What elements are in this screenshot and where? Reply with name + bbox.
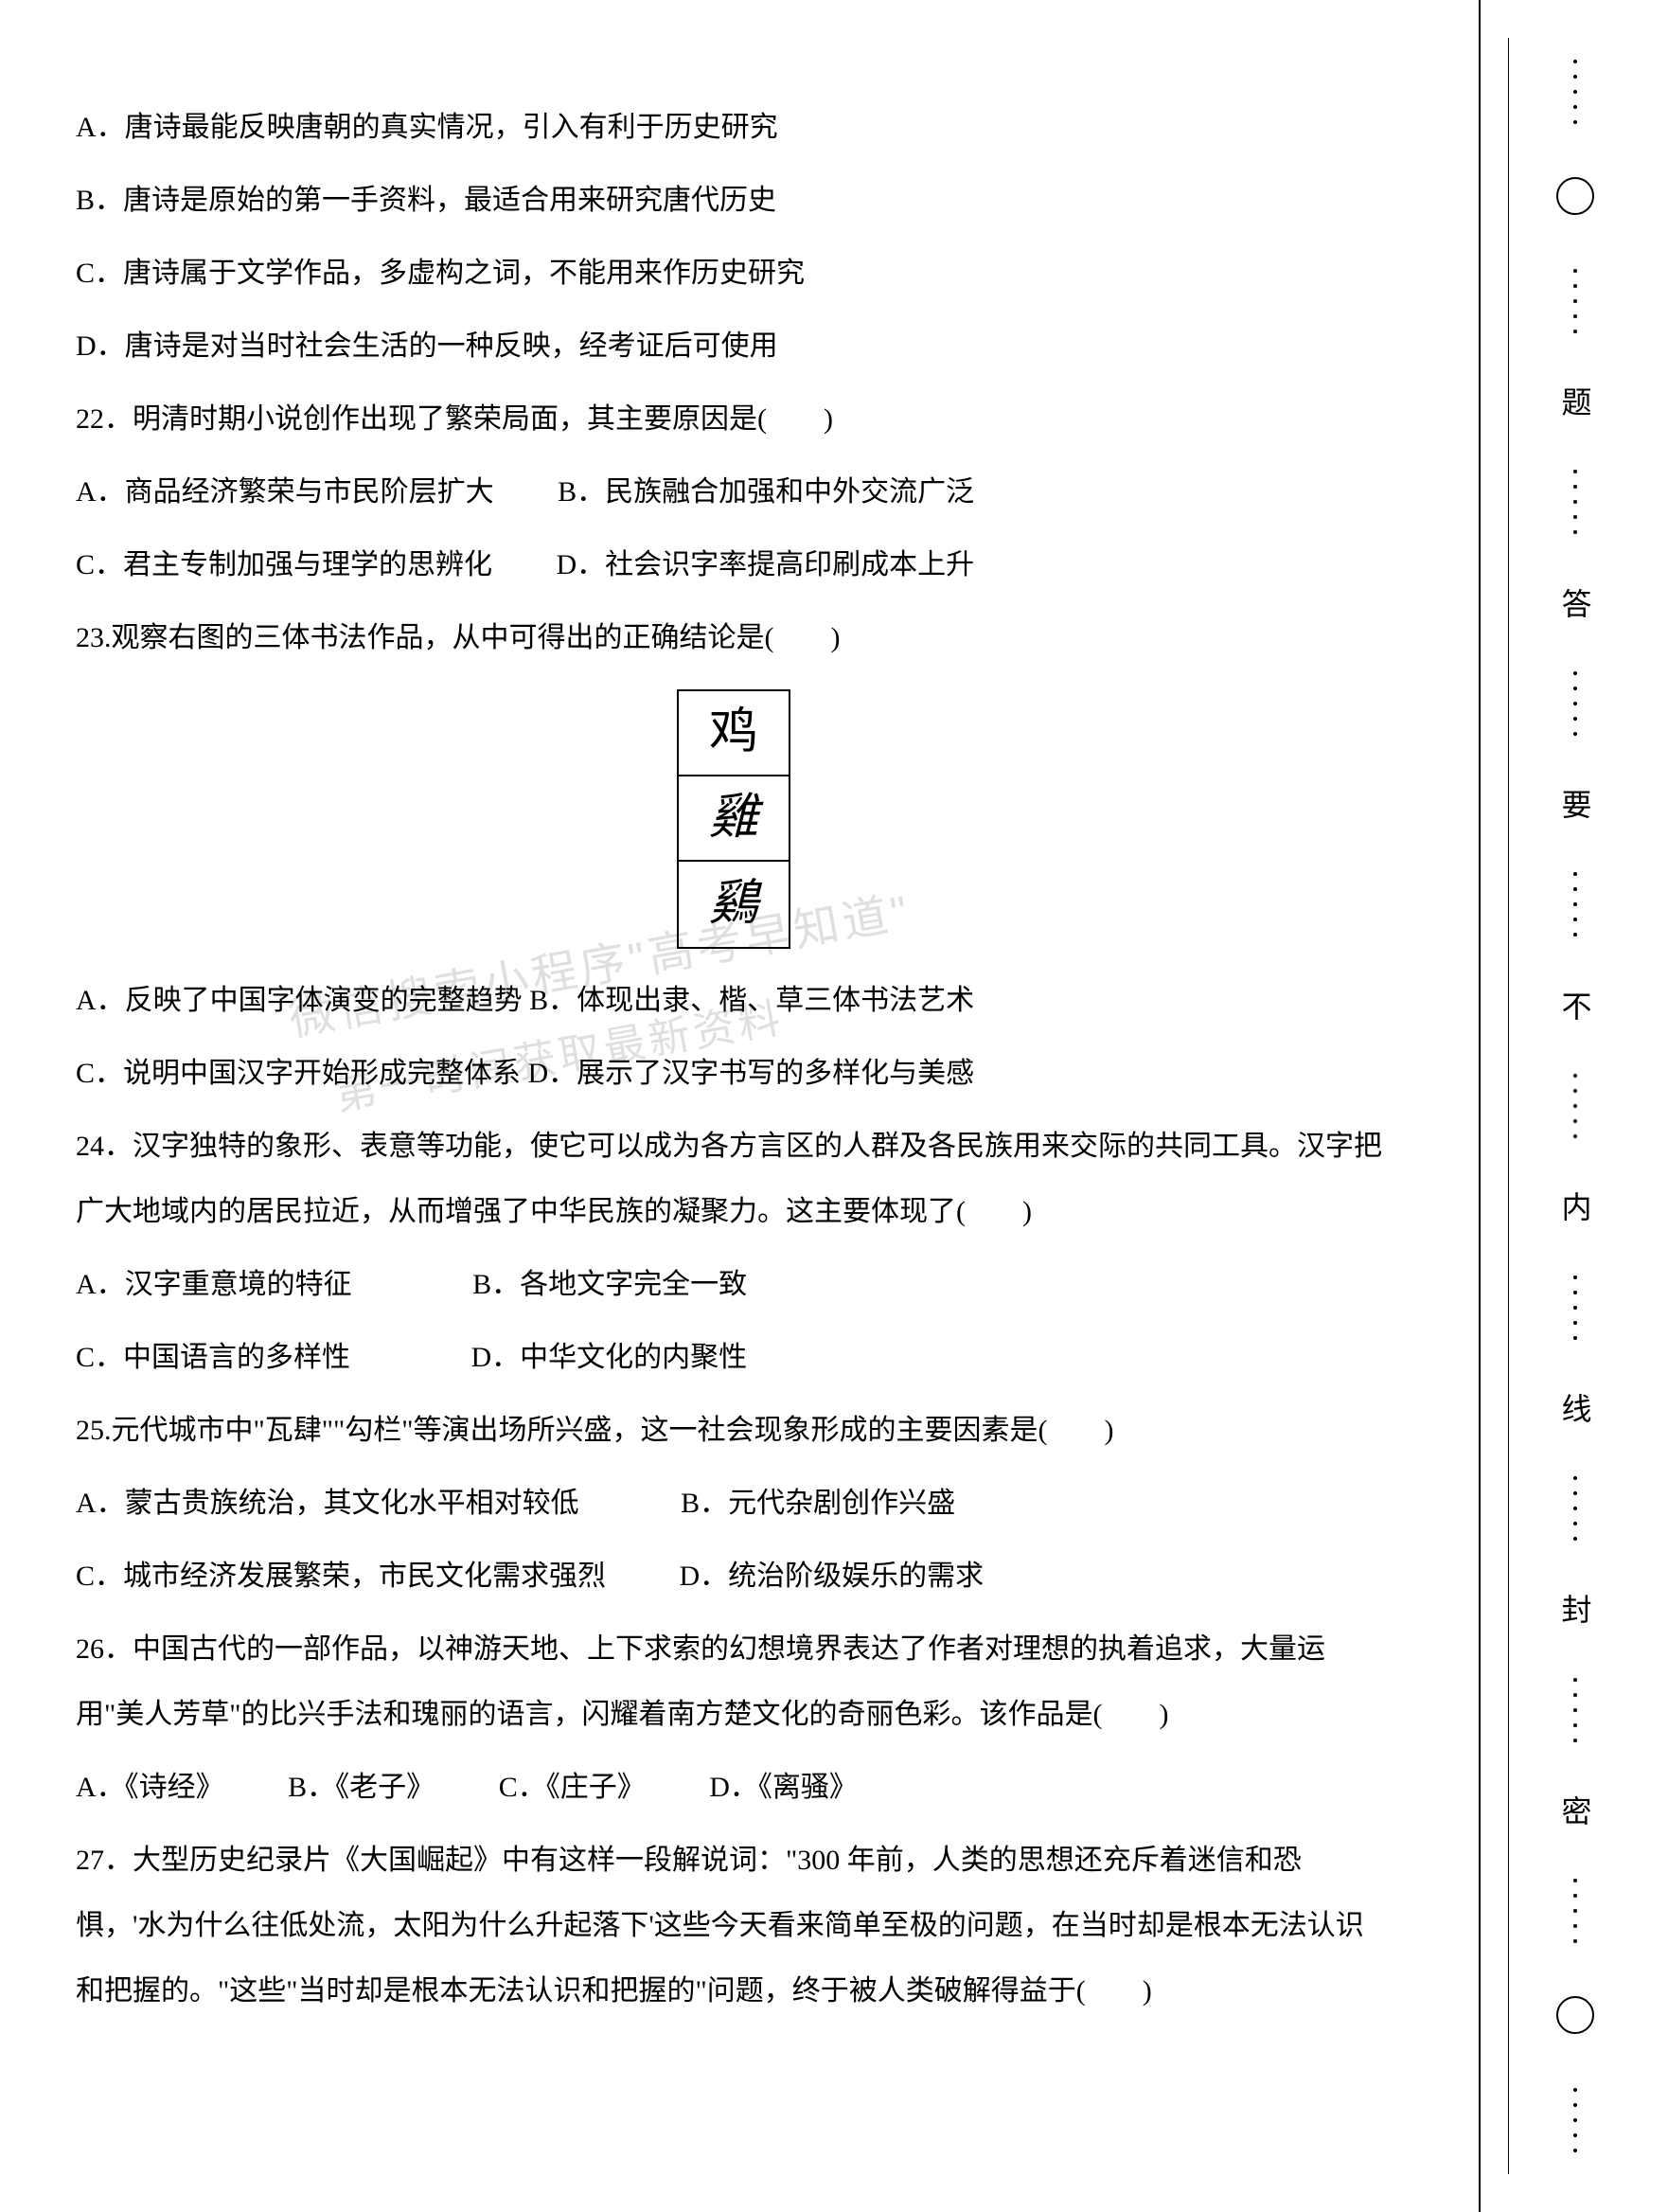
q24-option-b: B．各地文字完全一致 <box>472 1252 747 1317</box>
sidebar-char-4: 不 <box>1553 990 1597 1021</box>
q22-options-row1: A．商品经济繁荣与市民阶层扩大 B．民族融合加强和中外交流广泛 <box>76 459 1392 525</box>
q25-stem: 25.元代城市中"瓦肆""勾栏"等演出场所兴盛，这一社会现象形成的主要因素是( … <box>76 1398 1392 1463</box>
sidebar-char-3: 要 <box>1553 789 1597 819</box>
q23-options-row1: A．反映了中国字体演变的完整趋势 B．体现出隶、楷、草三体书法艺术 <box>76 968 1392 1033</box>
dots-6 <box>1573 1275 1577 1340</box>
q22-options-row2: C．君主专制加强与理学的思辨化 D．社会识字率提高印刷成本上升 <box>76 532 1392 598</box>
q24-option-a: A．汉字重意境的特征 <box>76 1252 352 1317</box>
sidebar-char-1: 题 <box>1553 386 1597 417</box>
sidebar-inner: 题 答 要 不 内 线 封 密 <box>1508 38 1641 2174</box>
dots-4 <box>1573 872 1577 937</box>
q24-stem: 24．汉字独特的象形、表意等功能，使它可以成为各方言区的人群及各民族用来交际的共… <box>76 1114 1392 1244</box>
q25-option-a: A．蒙古贵族统治，其文化水平相对较低 <box>76 1471 579 1536</box>
dots-1 <box>1573 269 1577 333</box>
calligraphy-image: 鸡 雞 鷄 <box>677 689 790 949</box>
dots-top <box>1573 60 1577 124</box>
dots-3 <box>1573 671 1577 736</box>
q24-option-c: C．中国语言的多样性 <box>76 1325 350 1390</box>
page-content: A．唐诗最能反映唐朝的真实情况，引入有利于历史研究 B．唐诗是原始的第一手资料，… <box>0 0 1467 2069</box>
q26-option-a: A．《诗经》 <box>76 1755 224 1820</box>
sidebar-char-6: 线 <box>1553 1393 1597 1423</box>
sidebar-char-7: 封 <box>1553 1594 1597 1624</box>
dots-2 <box>1573 470 1577 534</box>
q25-option-b: B．元代杂剧创作兴盛 <box>681 1471 955 1536</box>
answer-sheet-sidebar: 题 答 要 不 内 线 封 密 <box>1479 0 1668 2212</box>
q22-option-c: C．君主专制加强与理学的思辨化 <box>76 532 492 598</box>
dots-8 <box>1573 1678 1577 1742</box>
q22-option-a: A．商品经济繁荣与市民阶层扩大 <box>76 459 494 525</box>
dots-bottom <box>1573 2088 1577 2152</box>
q22-option-b: B．民族融合加强和中外交流广泛 <box>558 459 974 525</box>
q23-option-d: D．展示了汉字书写的多样化与美感 <box>528 1058 975 1089</box>
q23-stem: 23.观察右图的三体书法作品，从中可得出的正确结论是( ) <box>76 605 1392 670</box>
sidebar-char-2: 答 <box>1553 588 1597 618</box>
q26-stem: 26．中国古代的一部作品，以神游天地、上下求索的幻想境界表达了作者对理想的执着追… <box>76 1616 1392 1747</box>
q26-option-c: C．《庄子》 <box>499 1755 646 1820</box>
q21-option-c: C．唐诗属于文学作品，多虚构之词，不能用来作历史研究 <box>76 241 1392 306</box>
q25-options-row2: C．城市经济发展繁荣，市民文化需求强烈 D．统治阶级娱乐的需求 <box>76 1543 1392 1609</box>
q26-option-d: D．《离骚》 <box>709 1755 858 1820</box>
q25-option-d: D．统治阶级娱乐的需求 <box>680 1543 985 1609</box>
q23-option-b: B．体现出隶、楷、草三体书法艺术 <box>529 985 974 1016</box>
circle-top <box>1556 177 1594 215</box>
q23-options-row2: C．说明中国汉字开始形成完整体系 D．展示了汉字书写的多样化与美感 <box>76 1041 1392 1106</box>
q27-stem: 27．大型历史纪录片《大国崛起》中有这样一段解说词："300 年前，人类的思想还… <box>76 1828 1392 2024</box>
q23-option-c: C．说明中国汉字开始形成完整体系 <box>76 1058 521 1089</box>
q21-option-a: A．唐诗最能反映唐朝的真实情况，引入有利于历史研究 <box>76 95 1392 160</box>
q23-option-a: A．反映了中国字体演变的完整趋势 <box>76 985 523 1016</box>
q25-options-row1: A．蒙古贵族统治，其文化水平相对较低 B．元代杂剧创作兴盛 <box>76 1471 1392 1536</box>
sidebar-char-5: 内 <box>1553 1191 1597 1222</box>
q24-option-d: D．中华文化的内聚性 <box>471 1325 748 1390</box>
q22-option-d: D．社会识字率提高印刷成本上升 <box>557 532 975 598</box>
q21-option-d: D．唐诗是对当时社会生活的一种反映，经考证后可使用 <box>76 313 1392 379</box>
q24-options-row1: A．汉字重意境的特征 B．各地文字完全一致 <box>76 1252 1392 1317</box>
dots-9 <box>1573 1879 1577 1943</box>
dots-7 <box>1573 1476 1577 1541</box>
circle-bottom <box>1556 1996 1594 2034</box>
q22-stem: 22．明清时期小说创作出现了繁荣局面，其主要原因是( ) <box>76 386 1392 452</box>
sidebar-char-8: 密 <box>1553 1795 1597 1826</box>
q24-options-row2: C．中国语言的多样性 D．中华文化的内聚性 <box>76 1325 1392 1390</box>
calligraphy-cell-3: 鷄 <box>679 862 789 947</box>
q21-option-b: B．唐诗是原始的第一手资料，最适合用来研究唐代历史 <box>76 168 1392 233</box>
q26-option-b: B．《老子》 <box>288 1755 435 1820</box>
dots-5 <box>1573 1074 1577 1138</box>
q26-options: A．《诗经》 B．《老子》 C．《庄子》 D．《离骚》 <box>76 1755 1392 1820</box>
q25-option-c: C．城市经济发展繁荣，市民文化需求强烈 <box>76 1543 606 1609</box>
